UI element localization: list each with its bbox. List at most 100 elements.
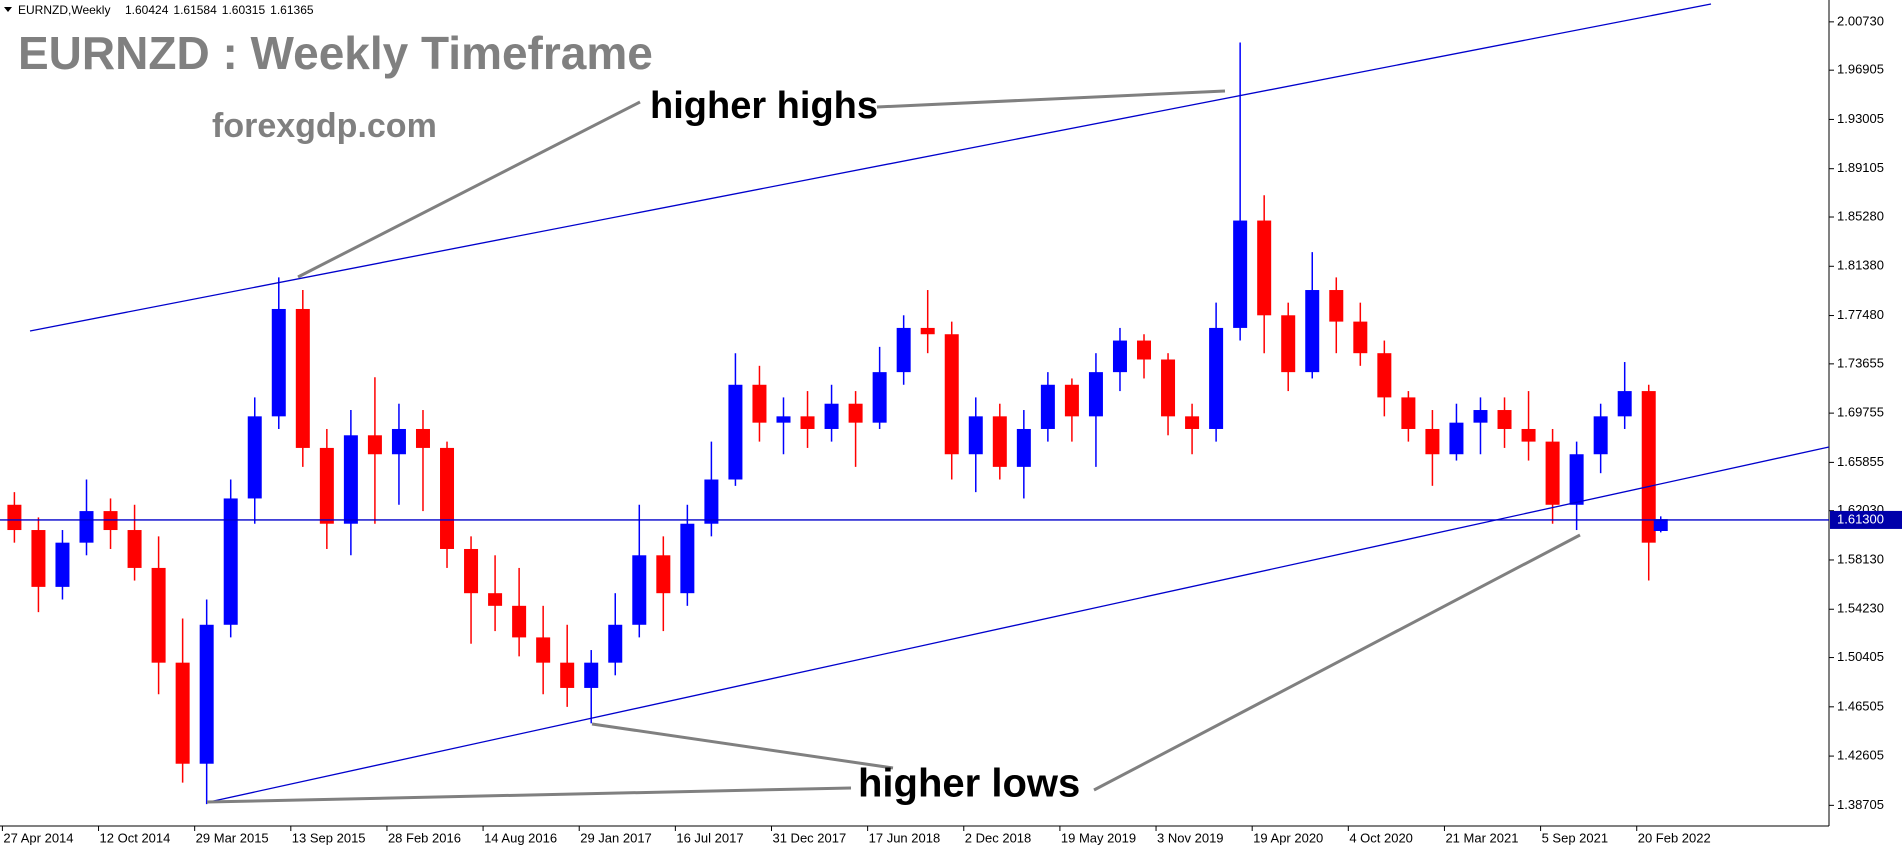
y-tick-label: 1.54230 (1837, 601, 1884, 616)
upper-trend-line (29, 3, 1712, 332)
candle-body (1377, 353, 1392, 398)
candle-body (295, 308, 310, 448)
x-tick-label: 5 Sep 2021 (1542, 830, 1609, 845)
candle-body (151, 567, 166, 663)
pointer-line (297, 100, 641, 279)
candle-body (223, 498, 238, 625)
ohlc-value: 1.61365 (270, 3, 314, 17)
candle-body (1281, 315, 1296, 373)
x-tick-label: 29 Jan 2017 (580, 830, 652, 845)
chart-title: EURNZD : Weekly Timeframe (18, 27, 653, 79)
candle-body (1112, 340, 1127, 373)
y-tick-label: 1.77480 (1837, 307, 1884, 322)
candle-body (1521, 428, 1536, 442)
x-tick-label: 4 Oct 2020 (1349, 830, 1413, 845)
y-tick-label: 2.00730 (1837, 13, 1884, 28)
candle-body (1329, 290, 1344, 322)
candle-body (1653, 519, 1668, 531)
candle-body (31, 530, 46, 587)
x-tick-label: 19 Apr 2020 (1253, 830, 1323, 845)
candle-body (343, 435, 358, 524)
candle-body (1064, 384, 1079, 417)
x-tick-label: 27 Apr 2014 (3, 830, 73, 845)
candle-body (536, 637, 551, 663)
candle-body (1088, 372, 1103, 417)
y-tick-label: 1.46505 (1837, 698, 1884, 713)
candle-body (680, 523, 695, 594)
candle-body (560, 662, 575, 688)
candle-body (1473, 410, 1488, 423)
candle-body (464, 548, 479, 594)
candle-body (896, 327, 911, 373)
candle-body (79, 511, 94, 543)
plot (7, 42, 1668, 805)
x-tick-label: 3 Nov 2019 (1157, 830, 1224, 845)
candle-body (1449, 422, 1464, 455)
x-tick-label: 12 Oct 2014 (100, 830, 171, 845)
candle-body (319, 447, 334, 524)
candle-body (824, 403, 839, 429)
candle-body (968, 416, 983, 455)
candle-body (391, 428, 406, 455)
y-tick-label: 1.42605 (1837, 748, 1884, 763)
candle-body (1305, 290, 1320, 373)
candle-body (1016, 428, 1031, 467)
candle-body (656, 555, 671, 594)
candle-body (7, 504, 22, 531)
ohlc-header: 1.60424 1.61584 1.60315 1.61365 (125, 3, 314, 17)
menu-arrow (4, 7, 12, 12)
candle-body (175, 662, 190, 764)
candle-body (920, 327, 935, 335)
x-tick-label: 28 Feb 2016 (388, 830, 461, 845)
y-tick-label: 1.85280 (1837, 208, 1884, 223)
candle-body (127, 530, 142, 568)
candle-body (752, 384, 767, 423)
symbol-label: EURNZD,Weekly (18, 3, 110, 17)
candle-body (1497, 410, 1512, 429)
candle-body (1161, 359, 1176, 417)
candle-body (800, 416, 815, 429)
x-tick-label: 21 Mar 2021 (1445, 830, 1518, 845)
candle-body (632, 555, 647, 625)
candle-body (512, 605, 527, 638)
candle-body (1569, 454, 1584, 505)
candle-body (1545, 441, 1560, 505)
candle-body (367, 435, 382, 455)
y-tick-label: 1.73655 (1837, 355, 1884, 370)
y-tick-label: 1.58130 (1837, 551, 1884, 566)
candle-body (1137, 340, 1152, 360)
ohlc-value: 1.60424 (125, 3, 169, 17)
price-label-box (1830, 510, 1902, 529)
candle-body (488, 593, 503, 606)
candle-body (1185, 416, 1200, 429)
price-label: 1.61300 (1837, 511, 1884, 526)
candle-body (271, 308, 286, 417)
y-tick-label: 1.89105 (1837, 160, 1884, 175)
ohlc-value: 1.60315 (222, 3, 266, 17)
candle-body (1040, 384, 1055, 429)
candle-body (1257, 220, 1272, 316)
candle-body (584, 662, 599, 688)
candle-body (1209, 327, 1224, 429)
candle-body (728, 384, 743, 480)
x-tick-label: 17 Jun 2018 (869, 830, 941, 845)
lower-trend-line (208, 446, 1830, 803)
candle-body (872, 372, 887, 423)
candle-body (247, 416, 262, 499)
candle-body (1641, 391, 1656, 543)
pointer-line (1093, 533, 1581, 792)
candle-body (55, 542, 70, 587)
pointer-line (206, 786, 852, 804)
candle-body (704, 479, 719, 524)
y-tick-label: 1.69755 (1837, 405, 1884, 420)
candle-body (1425, 428, 1440, 455)
ohlc-value: 1.61584 (173, 3, 217, 17)
candle-body (1617, 391, 1632, 417)
pointer-line (591, 722, 894, 770)
subtitle: forexgdp.com (212, 107, 437, 145)
y-tick-label: 1.81380 (1837, 258, 1884, 273)
candle-body (415, 428, 430, 448)
y-tick-label: 1.50405 (1837, 649, 1884, 664)
candle-body (944, 334, 959, 455)
candle-body (1353, 321, 1368, 354)
